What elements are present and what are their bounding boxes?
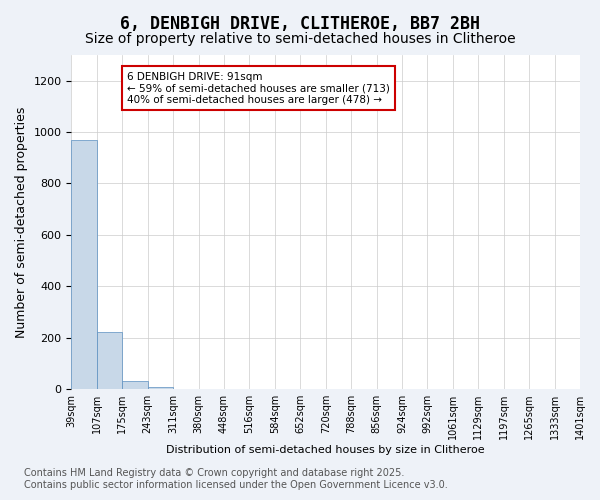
Bar xyxy=(71,140,97,389)
Bar xyxy=(97,332,122,389)
Bar xyxy=(148,386,173,389)
Bar xyxy=(122,382,148,389)
Text: 6, DENBIGH DRIVE, CLITHEROE, BB7 2BH: 6, DENBIGH DRIVE, CLITHEROE, BB7 2BH xyxy=(120,15,480,33)
Text: 6 DENBIGH DRIVE: 91sqm
← 59% of semi-detached houses are smaller (713)
40% of se: 6 DENBIGH DRIVE: 91sqm ← 59% of semi-det… xyxy=(127,72,390,105)
Text: Size of property relative to semi-detached houses in Clitheroe: Size of property relative to semi-detach… xyxy=(85,32,515,46)
X-axis label: Distribution of semi-detached houses by size in Clitheroe: Distribution of semi-detached houses by … xyxy=(166,445,485,455)
Y-axis label: Number of semi-detached properties: Number of semi-detached properties xyxy=(15,106,28,338)
Text: Contains HM Land Registry data © Crown copyright and database right 2025.
Contai: Contains HM Land Registry data © Crown c… xyxy=(24,468,448,490)
